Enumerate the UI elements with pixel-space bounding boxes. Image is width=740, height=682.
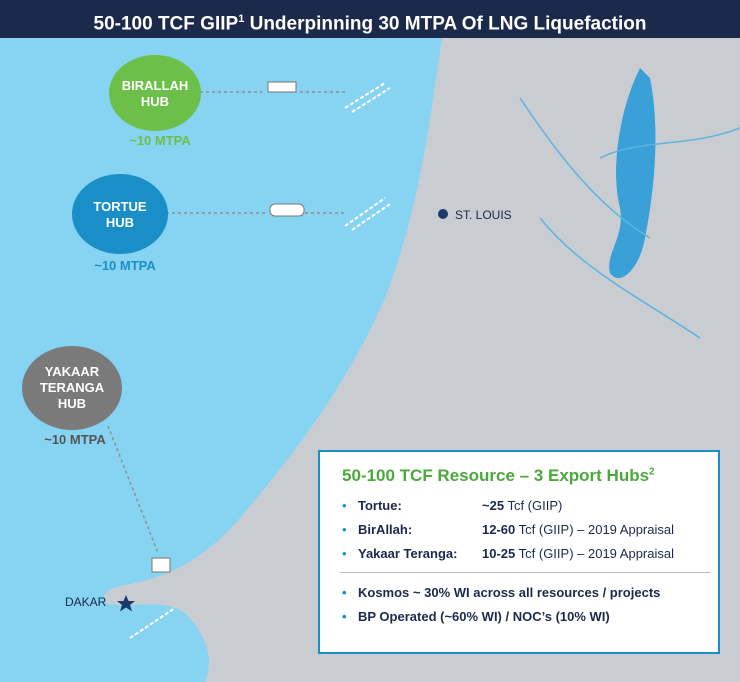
rivers [519, 97, 740, 339]
city-label: DAKAR [65, 595, 107, 609]
resource-name: Tortue: [358, 498, 402, 513]
hub-tortue [72, 174, 168, 254]
title: 50-100 TCF GIIP [93, 13, 239, 35]
box-title-sup: 2 [649, 466, 655, 478]
hub-suffix: HUB [58, 396, 86, 411]
resource-detail: Tcf (GIIP) [507, 498, 563, 513]
capital-star [117, 595, 135, 612]
icons [129, 81, 391, 639]
hub-capacity: ~10 MTPA [129, 133, 191, 148]
resource-row: Tortue: ~25 Tcf (GIIP) [320, 494, 718, 518]
box-title-text: 50-100 TCF Resource – 3 Export Hubs [342, 466, 650, 485]
hub-name: TERANGA [40, 380, 105, 395]
resource-amount: 12-60 [482, 522, 516, 537]
hub-suffix: HUB [141, 94, 169, 109]
links [107, 91, 345, 554]
header: 50-100 TCF GIIP1 Underpinning 30 MTPA Of… [0, 0, 740, 38]
hub-capacity: ~10 MTPA [94, 258, 156, 273]
hub-birallah [109, 55, 201, 131]
hub-capacity: ~10 MTPA [44, 432, 106, 447]
hub-yakaar [22, 346, 122, 430]
note-row: Kosmos ~ 30% WI across all resources / p… [320, 581, 718, 605]
title-rest: Underpinning 30 MTPA Of LNG Liquefaction [249, 13, 647, 35]
divider [340, 572, 710, 573]
resource-amount: 10-25 [482, 546, 516, 561]
hub-name: YAKAAR [45, 364, 100, 379]
title-sup: 1 [238, 13, 245, 25]
resource-name: BirAllah: [358, 522, 413, 537]
resource-detail: Tcf (GIIP) – 2019 Appraisal [518, 546, 674, 561]
hub-suffix: HUB [106, 215, 134, 230]
hub-name: TORTUE [93, 199, 147, 214]
city-label: ST. LOUIS [455, 208, 512, 222]
resource-row: BirAllah: 12-60 Tcf (GIIP) – 2019 Apprais… [320, 518, 718, 542]
box-title: 50-100 TCF Resource – 3 Export Hubs2 [342, 466, 718, 486]
resource-detail: Tcf (GIIP) – 2019 Appraisal [518, 522, 674, 537]
note-text: Kosmos ~ 30% WI across all resources / p… [358, 585, 661, 600]
resource-name: Yakaar Teranga: [358, 546, 458, 561]
note-text: BP Operated (~60% WI) / NOC’s (10% WI) [358, 609, 610, 624]
note-row: BP Operated (~60% WI) / NOC’s (10% WI) [320, 605, 718, 629]
resource-row: Yakaar Teranga: 10-25 Tcf (GIIP) – 2019 A… [320, 542, 718, 566]
resource-amount: ~25 [482, 498, 505, 513]
lake [609, 68, 656, 279]
city-dot [438, 209, 448, 219]
info-box: 50-100 TCF Resource – 3 Export Hubs2 Tor… [318, 450, 720, 654]
hub-name: BIRALLAH [122, 78, 188, 93]
